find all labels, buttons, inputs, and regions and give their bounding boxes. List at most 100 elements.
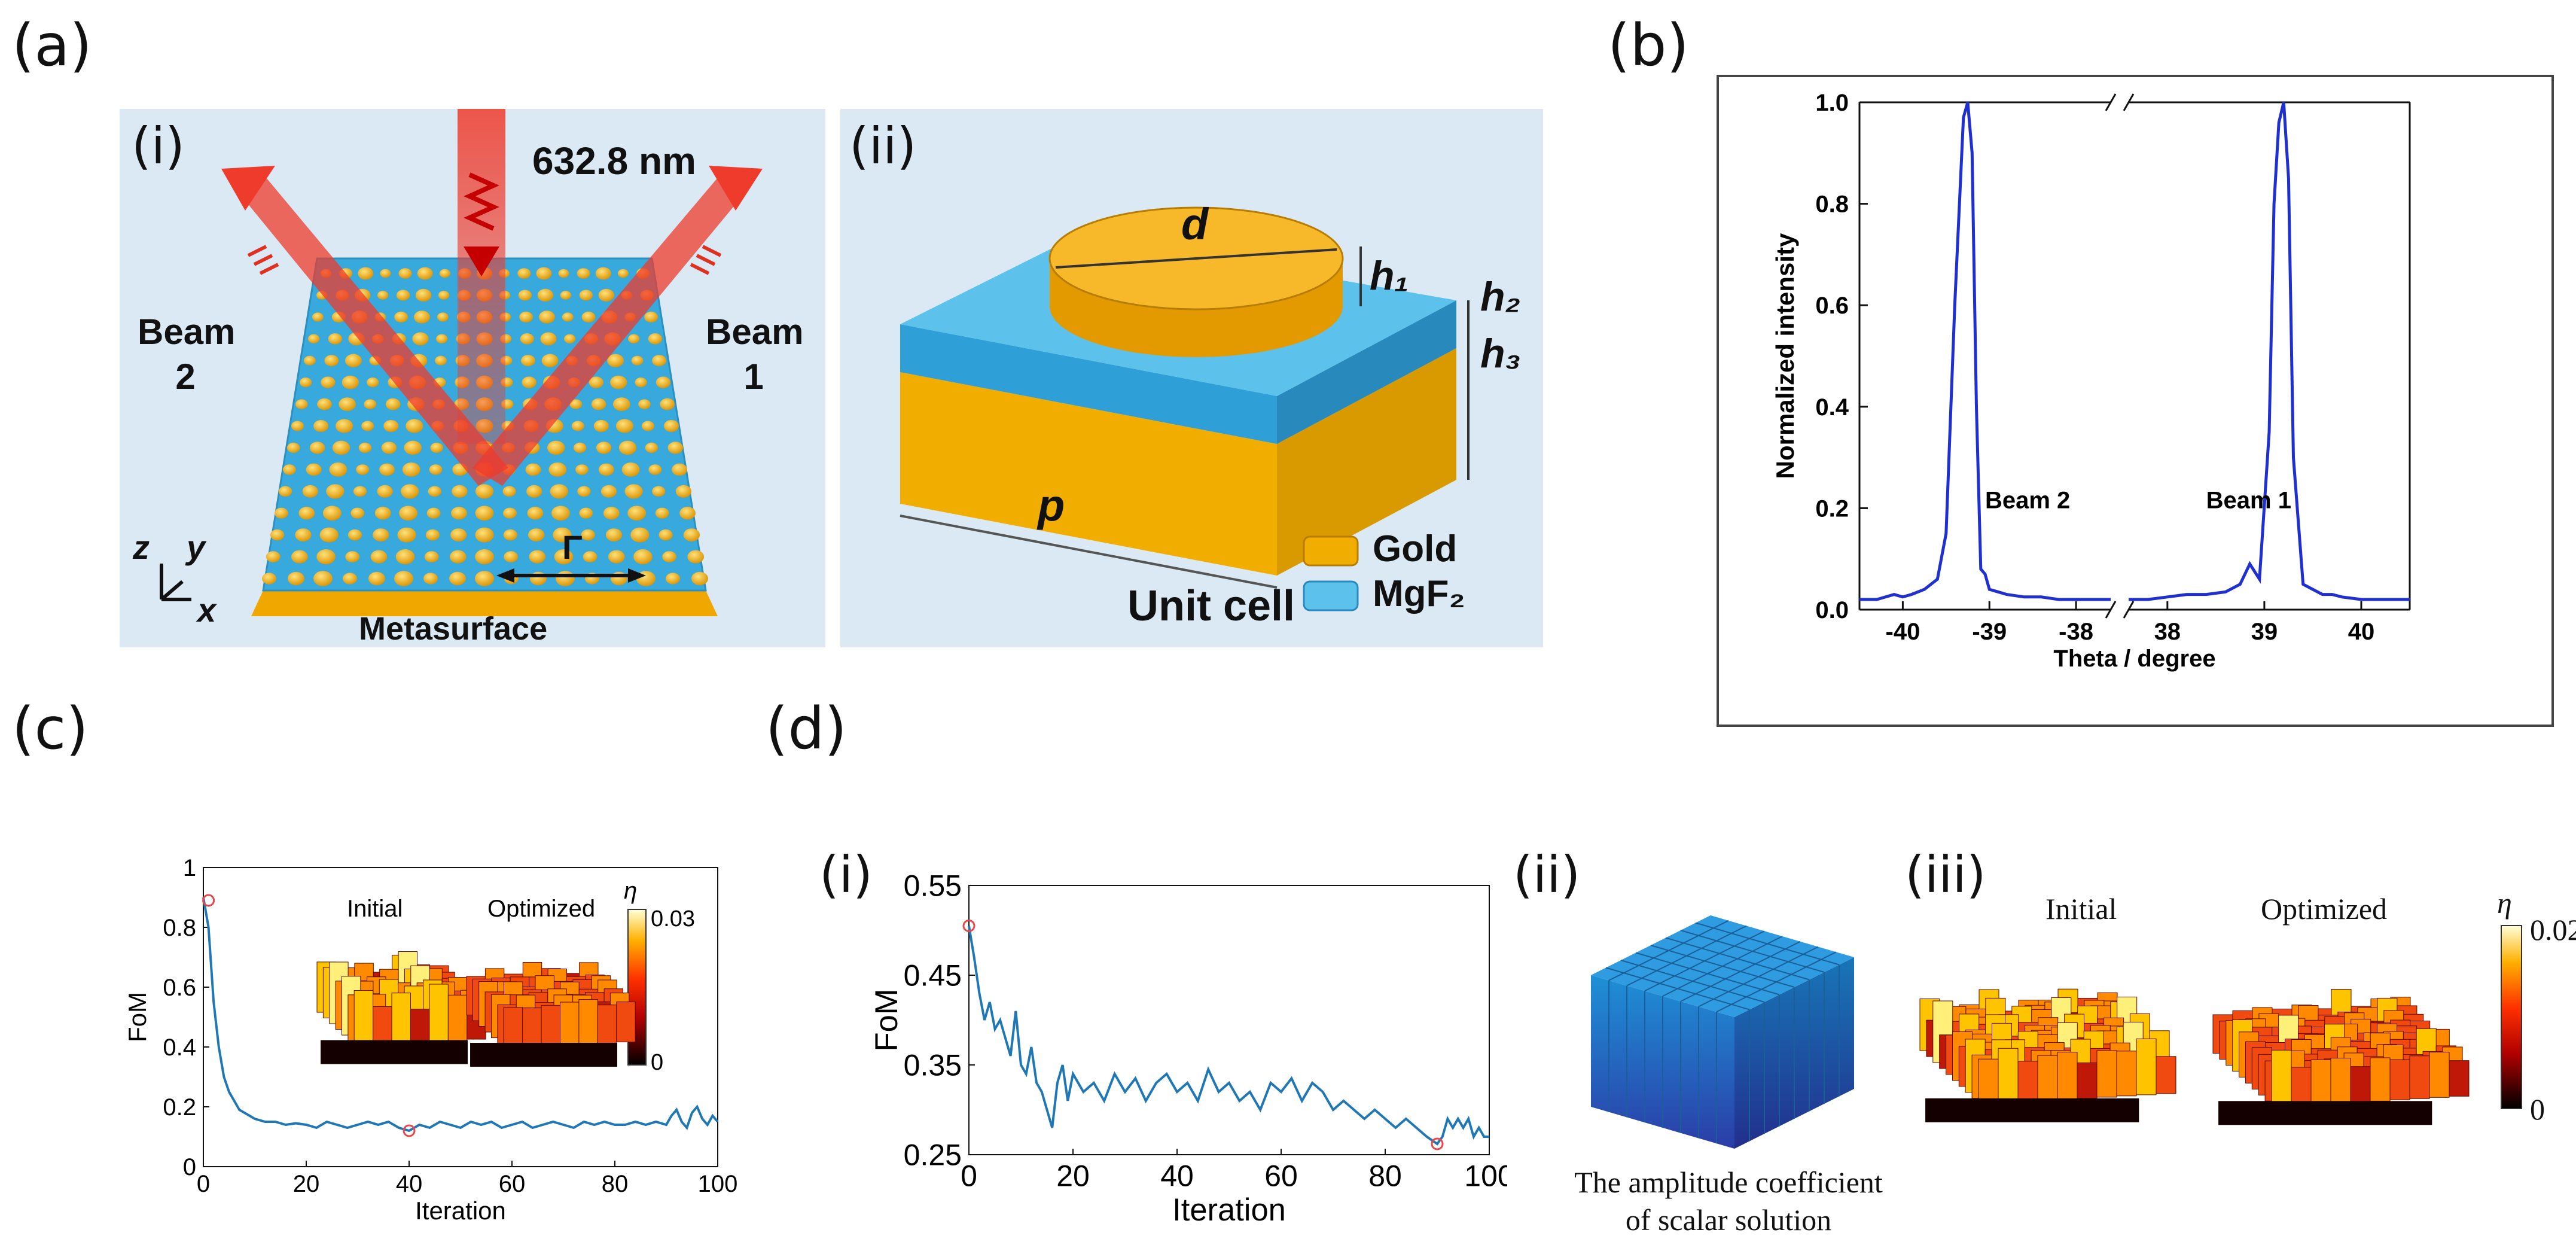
c-opt-bar [503, 1007, 523, 1050]
period-arrow-right [628, 568, 646, 583]
nanodisk [569, 399, 583, 409]
nanodisk [475, 571, 494, 586]
nanodisk [328, 333, 342, 345]
legend-gold-label: Gold [1373, 528, 1458, 570]
nanodisk [503, 507, 517, 519]
nanodisk [402, 462, 420, 477]
nanodisk [451, 507, 467, 520]
d-iii-cbar-min: 0 [2530, 1092, 2545, 1126]
nanodisk [655, 507, 669, 519]
c-y-tick-label: 0.4 [163, 1034, 196, 1061]
beam-2-arrowhead [221, 166, 275, 211]
gold-base-front [900, 372, 1277, 576]
nanodisk [345, 551, 359, 562]
nanodisk [313, 571, 333, 586]
d-iii-cbar-symbol: η [2497, 886, 2512, 920]
nanodisk [270, 529, 285, 541]
cube-grid-top-b [1716, 951, 1837, 1013]
nanodisk [358, 267, 374, 280]
nanodisk [367, 378, 379, 388]
wave-symbol [464, 172, 499, 231]
nanodisk [343, 573, 357, 585]
nanodisk [350, 507, 365, 519]
beam2-label-word: Beam [138, 312, 236, 352]
nanodisk [401, 484, 419, 499]
c-x-tick-label: 60 [499, 1171, 526, 1197]
scalar-caption-line1: The amplitude coefficient [1574, 1165, 1883, 1199]
nanodisk [656, 376, 670, 388]
panel-a-ii-label: (ii) [849, 117, 917, 175]
d-x-tick-label: 0 [961, 1159, 977, 1193]
nanodisk [667, 442, 683, 454]
nanodisk [618, 440, 637, 455]
nanodisk [283, 464, 296, 475]
nanodisk [556, 571, 575, 586]
nanodisk [660, 398, 675, 410]
nanodisk [262, 573, 276, 585]
d-x-tick-label: 20 [1056, 1159, 1090, 1193]
d-iii-optimized-label: Optimized [2261, 892, 2388, 926]
beam1-label-word: Beam [706, 312, 804, 352]
b-y-tick-label: 0.4 [1815, 394, 1849, 421]
d-x-label: Iteration [1172, 1192, 1286, 1228]
nanodisk [406, 419, 423, 433]
nanodisk [439, 269, 450, 278]
nanodisk [581, 529, 595, 541]
c-marker [403, 1124, 416, 1137]
nanodisk [435, 355, 447, 366]
gold-substrate [251, 591, 718, 616]
d-init-base [1925, 1098, 2139, 1122]
nanodisk [475, 527, 494, 543]
beam1-label: Beam 1 [706, 309, 804, 399]
nanodisk [381, 442, 397, 454]
nanodisk [412, 332, 429, 346]
nanodisk [519, 311, 533, 322]
nanodisk [583, 551, 597, 562]
c-init-bar [391, 993, 411, 1045]
d-y-label: FoM [873, 989, 904, 1052]
d-opt-bar [2370, 1057, 2391, 1101]
gold-base-side [1277, 348, 1456, 576]
nanodisk [324, 355, 339, 367]
b-y-tick-label: 0.6 [1815, 293, 1849, 319]
nanodisk [617, 269, 629, 278]
d-opt-bar [2409, 1055, 2430, 1099]
d-opt-bar [2271, 1049, 2292, 1107]
d-iii-colorbar-gradient [2501, 925, 2522, 1109]
d-y-tick-label: 0.45 [904, 959, 962, 993]
h1-label: h₁ [1370, 253, 1409, 299]
nanodisk [475, 484, 494, 499]
nanodisk [424, 551, 439, 562]
beam2-label-num: 2 [175, 357, 196, 397]
nanodisk [687, 550, 704, 564]
nanodisk [579, 290, 593, 301]
nanodisk [275, 507, 288, 519]
c-x-label: Iteration [415, 1197, 506, 1225]
period-arrow-left [496, 568, 514, 583]
nanodisk [368, 571, 385, 586]
nanodisk [308, 334, 320, 343]
d-init-bar [1998, 1048, 2019, 1104]
b-y-tick-label: 0.8 [1815, 191, 1849, 218]
nanodisk [429, 464, 443, 475]
nanodisk [321, 376, 336, 388]
nanodisk [504, 551, 518, 562]
nanodisk [638, 399, 651, 409]
nanodisk [521, 355, 535, 367]
d-iii-cbar-max: 0.025 [2530, 913, 2576, 946]
nanodisk [437, 312, 449, 322]
nanodisk [295, 528, 312, 541]
nanodisk [607, 354, 624, 367]
nanodisk [551, 506, 570, 521]
c-y-tick-label: 0.2 [163, 1094, 196, 1121]
scatter-right [690, 245, 722, 275]
scalar-caption-line2: of scalar solution [1625, 1203, 1832, 1237]
b-x-label: Theta / degree [2053, 646, 2215, 672]
mgf2-front [900, 324, 1277, 444]
b-x-tick-label: -38 [2059, 619, 2093, 645]
d-series [968, 926, 1489, 1146]
period-symbol: Γ [562, 528, 583, 566]
nanodisk [385, 398, 401, 410]
nanodisk [450, 528, 467, 541]
axes-gizmo [160, 564, 191, 601]
